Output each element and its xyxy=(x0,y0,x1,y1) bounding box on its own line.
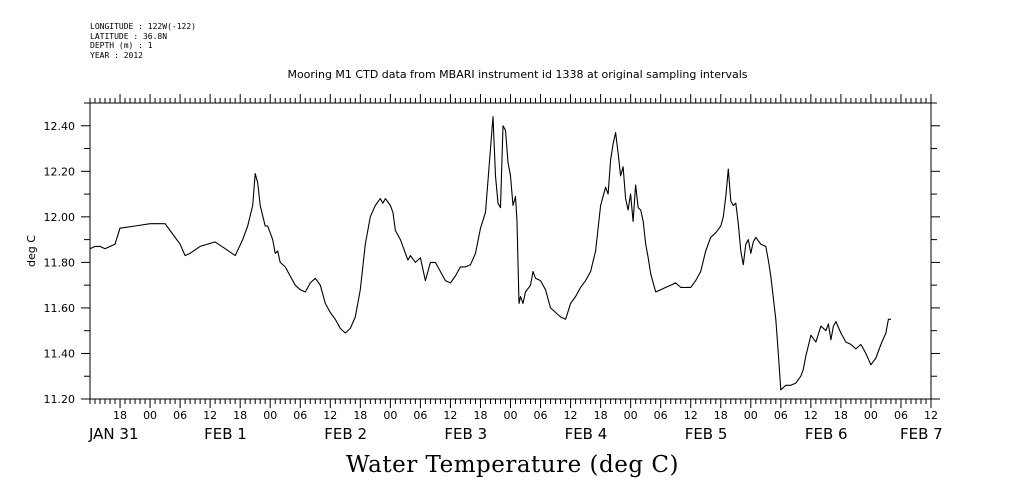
x-tick-label: 06 xyxy=(774,409,788,422)
metadata-block: LONGITUDE : 122W(-122) LATITUDE : 36.8N … xyxy=(90,22,196,60)
x-tick-label: 18 xyxy=(113,409,127,422)
depth-text: DEPTH (m) : 1 xyxy=(90,41,153,50)
x-tick-label: 00 xyxy=(263,409,277,422)
x-tick-label: 00 xyxy=(744,409,758,422)
x-tick-label: 06 xyxy=(534,409,548,422)
x-tick-label: 12 xyxy=(924,409,938,422)
x-tick-label: 06 xyxy=(894,409,908,422)
x-tick-label: 06 xyxy=(413,409,427,422)
x-day-label: FEB 1 xyxy=(204,425,247,443)
latitude-text: LATITUDE : 36.8N xyxy=(90,31,168,41)
x-tick-label: 12 xyxy=(323,409,337,422)
x-tick-label: 00 xyxy=(143,409,157,422)
x-tick-label: 18 xyxy=(473,409,487,422)
x-tick-label: 00 xyxy=(383,409,397,422)
x-tick-label: 18 xyxy=(594,409,608,422)
x-tick-label: 18 xyxy=(233,409,247,422)
x-day-label: JAN 31 xyxy=(88,425,139,443)
x-day-label: FEB 7 xyxy=(900,425,943,443)
x-tick-label: 12 xyxy=(804,409,818,422)
y-tick-label: 11.20 xyxy=(44,393,76,406)
x-day-label: FEB 2 xyxy=(324,425,367,443)
x-tick-label: 18 xyxy=(714,409,728,422)
x-day-label: FEB 5 xyxy=(685,425,728,443)
x-tick-label: 00 xyxy=(864,409,878,422)
x-tick-label: 18 xyxy=(834,409,848,422)
y-tick-label: 11.60 xyxy=(44,302,76,315)
x-day-label: FEB 3 xyxy=(444,425,487,443)
y-tick-label: 12.00 xyxy=(44,211,76,224)
x-tick-label: 12 xyxy=(443,409,457,422)
y-tick-label: 11.40 xyxy=(44,347,76,360)
x-day-label: FEB 6 xyxy=(805,425,848,443)
year-text: YEAR : 2012 xyxy=(90,50,143,60)
x-tick-label: 12 xyxy=(564,409,578,422)
x-day-label: FEB 4 xyxy=(565,425,608,443)
y-axis-label: deg C xyxy=(25,235,38,267)
x-tick-label: 00 xyxy=(504,409,518,422)
y-tick-label: 11.80 xyxy=(44,256,76,269)
bottom-title: Water Temperature (deg C) xyxy=(346,452,679,478)
y-tick-label: 12.40 xyxy=(44,120,76,133)
temperature-series-line xyxy=(89,116,891,391)
y-tick-label: 12.20 xyxy=(44,165,76,178)
plot-frame xyxy=(89,102,932,400)
chart-title: Mooring M1 CTD data from MBARI instrumen… xyxy=(287,68,748,81)
x-tick-label: 12 xyxy=(684,409,698,422)
x-tick-label: 12 xyxy=(203,409,217,422)
x-tick-label: 18 xyxy=(353,409,367,422)
x-tick-label: 06 xyxy=(173,409,187,422)
longitude-text: LONGITUDE : 122W(-122) xyxy=(90,22,196,31)
x-tick-label: 06 xyxy=(293,409,307,422)
x-tick-label: 00 xyxy=(624,409,638,422)
x-tick-label: 06 xyxy=(654,409,668,422)
